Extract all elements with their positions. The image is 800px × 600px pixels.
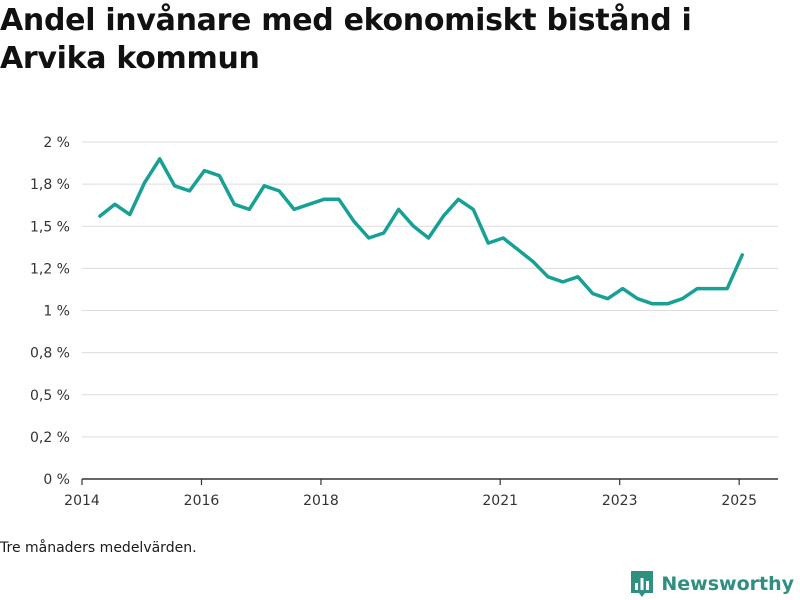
x-tick-label: 2021	[482, 493, 518, 509]
data-series	[98, 157, 744, 306]
footnote: Tre månaders medelvärden.	[0, 540, 197, 556]
y-tick-label: 1,2 %	[30, 261, 70, 277]
x-tick-label: 2025	[721, 493, 757, 509]
bar-chart-tag-icon	[631, 571, 654, 597]
y-tick-label: 0 %	[43, 472, 70, 488]
x-tick-label: 2023	[602, 493, 638, 509]
y-tick-label: 0,2 %	[30, 430, 70, 446]
y-tick-label: 1,8 %	[30, 177, 70, 193]
x-tick-label: 2014	[64, 493, 100, 509]
gridlines	[82, 141, 778, 438]
brand-name: Newsworthy	[661, 573, 794, 595]
y-tick-label: 1 %	[43, 304, 70, 320]
x-tick-label: 2016	[184, 493, 220, 509]
y-tick-label: 1,5 %	[30, 219, 70, 235]
x-axis-labels: 2014 2016 2018 2021 2023 2025	[64, 493, 757, 509]
y-tick-label: 2 %	[43, 135, 70, 151]
chart-title: Andel invånare med ekonomiskt bistånd i …	[0, 3, 692, 76]
brand-logo[interactable]: Newsworthy	[629, 568, 794, 600]
y-tick-label: 0,5 %	[30, 388, 70, 404]
y-tick-label: 0,8 %	[30, 346, 70, 362]
x-axis	[81, 478, 778, 485]
x-tick-label: 2018	[303, 493, 339, 509]
series-line	[98, 157, 744, 306]
y-axis-labels: 0 % 0,2 % 0,5 % 0,8 % 1 % 1,2 % 1,5 % 1,8 % 2 %	[30, 135, 70, 488]
